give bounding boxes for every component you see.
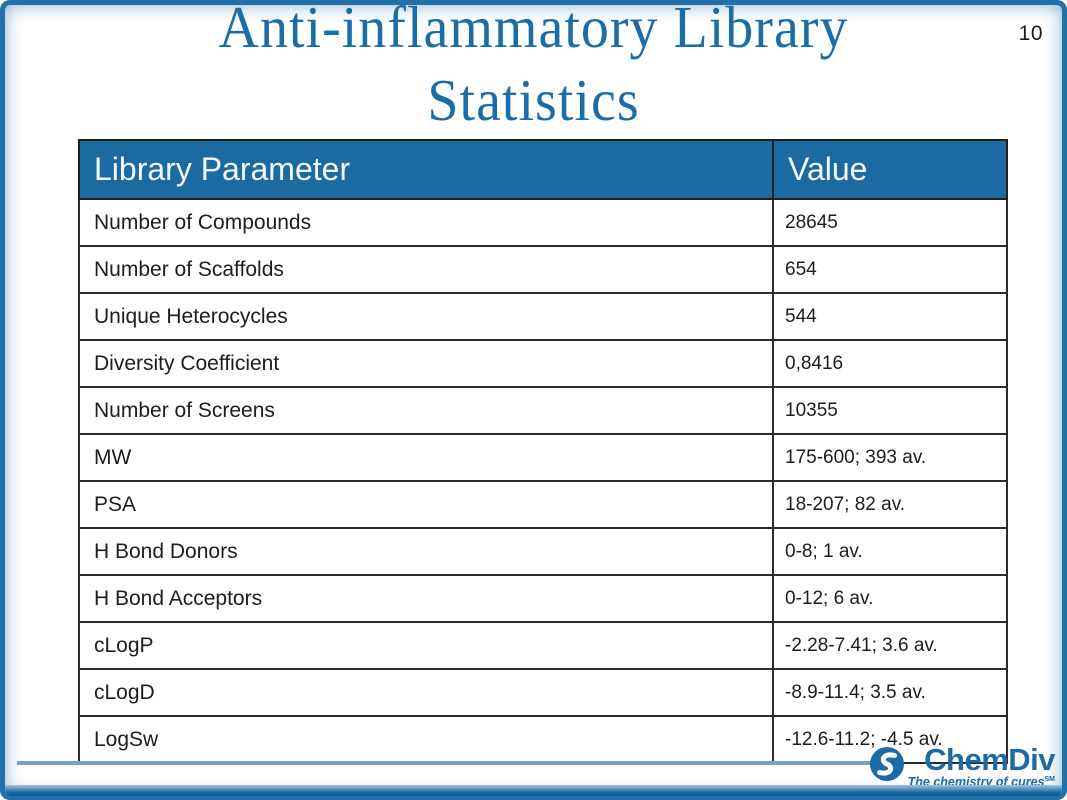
- table-row: cLogP -2.28-7.41; 3.6 av.: [78, 621, 1008, 670]
- statistics-table: Library Parameter Value Number of Compou…: [78, 139, 1008, 764]
- table-row: H Bond Acceptors 0-12; 6 av.: [78, 574, 1008, 623]
- chemdiv-logo: ChemDiv The chemistry of curesSM: [868, 744, 1055, 789]
- table-row: MW 175-600; 393 av.: [78, 433, 1008, 482]
- param-cell: Diversity Coefficient: [78, 339, 774, 388]
- page-number: 10: [1018, 22, 1043, 45]
- table-row: H Bond Donors 0-8; 1 av.: [78, 527, 1008, 576]
- slide-title-line2: Statistics: [427, 68, 640, 134]
- value-cell: 0,8416: [772, 339, 1008, 388]
- slide-title-line1: Anti-inflammatory Library: [218, 0, 849, 61]
- chemdiv-tagline-sm-mark: SM: [1044, 775, 1056, 783]
- param-cell: cLogD: [78, 668, 774, 717]
- value-cell: 0-8; 1 av.: [772, 527, 1008, 576]
- bottom-accent-bar: [5, 785, 1062, 796]
- table-row: Diversity Coefficient 0,8416: [78, 339, 1008, 388]
- param-cell: MW: [78, 433, 774, 482]
- value-cell: -2.28-7.41; 3.6 av.: [772, 621, 1008, 670]
- table-row: Unique Heterocycles 544: [78, 292, 1008, 341]
- table-row: Number of Screens 10355: [78, 386, 1008, 435]
- param-cell: Number of Scaffolds: [78, 245, 774, 294]
- param-cell: LogSw: [78, 715, 774, 764]
- value-cell: 10355: [772, 386, 1008, 435]
- param-cell: H Bond Donors: [78, 527, 774, 576]
- value-cell: 544: [772, 292, 1008, 341]
- param-cell: PSA: [78, 480, 774, 529]
- param-cell: Number of Compounds: [78, 198, 774, 247]
- value-cell: 18-207; 82 av.: [772, 480, 1008, 529]
- value-cell: 0-12; 6 av.: [772, 574, 1008, 623]
- chemdiv-logo-icon: [869, 747, 904, 781]
- value-cell: 654: [772, 245, 1008, 294]
- chemdiv-logo-name: ChemDiv: [924, 742, 1055, 777]
- table-header-row: Library Parameter Value: [78, 139, 1008, 200]
- param-cell: Number of Screens: [78, 386, 774, 435]
- value-cell: 175-600; 393 av.: [772, 433, 1008, 482]
- chemdiv-logo-text: ChemDiv The chemistry of curesSM: [908, 742, 1056, 789]
- value-cell: 28645: [772, 198, 1008, 247]
- param-cell: H Bond Acceptors: [78, 574, 774, 623]
- footer-divider-line: [17, 761, 875, 765]
- table-row: PSA 18-207; 82 av.: [78, 480, 1008, 529]
- table-row: Number of Scaffolds 654: [78, 245, 1008, 294]
- param-cell: cLogP: [78, 621, 774, 670]
- table-row: cLogD -8.9-11.4; 3.5 av.: [78, 668, 1008, 717]
- table-row: Number of Compounds 28645: [78, 198, 1008, 247]
- slide-title: Anti-inflammatory Library Statistics: [0, 0, 1067, 138]
- value-cell: -8.9-11.4; 3.5 av.: [772, 668, 1008, 717]
- column-header-value: Value: [772, 139, 1008, 200]
- column-header-parameter: Library Parameter: [78, 139, 774, 200]
- param-cell: Unique Heterocycles: [78, 292, 774, 341]
